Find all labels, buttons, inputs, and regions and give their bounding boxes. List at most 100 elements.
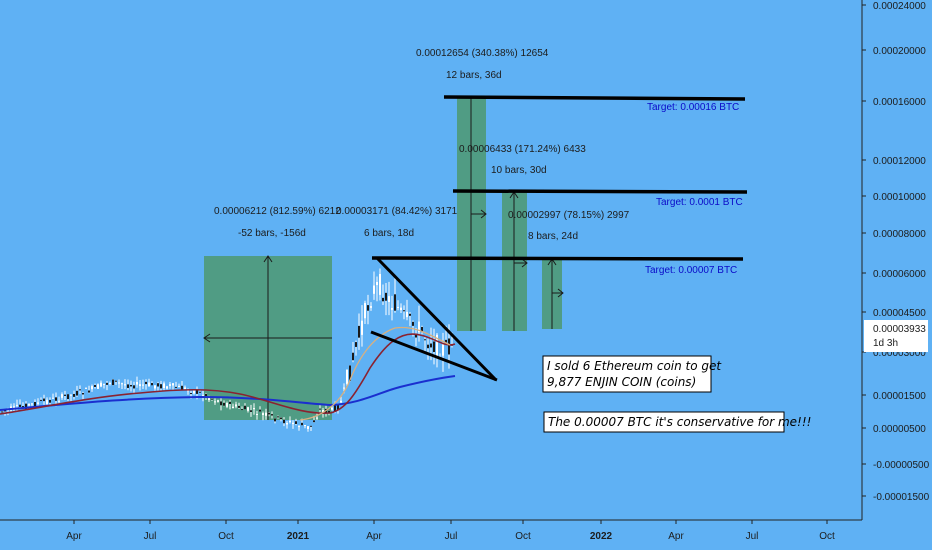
candle-body xyxy=(364,303,366,319)
candle-body xyxy=(406,311,408,318)
candle-body xyxy=(394,294,396,311)
measure-label-3-line1: 0.00012654 (340.38%) 12654 xyxy=(416,48,549,59)
measure-label-1-line1: 0.00006212 (812.59%) 6212 xyxy=(214,206,341,217)
candle-body xyxy=(445,339,447,343)
candle-body xyxy=(427,344,429,349)
target-line-3[interactable] xyxy=(371,256,744,261)
measure-label-2-line1: 0.00003171 (84.42%) 3171 xyxy=(336,206,458,217)
wedge-lower-line xyxy=(370,330,498,382)
target-label-2: Target: 0.0001 BTC xyxy=(656,197,743,208)
time-axis[interactable]: Apr Jul Oct 2021 Apr Jul Oct 2022 Apr Jul Oct xyxy=(66,520,835,542)
candle-body xyxy=(157,383,159,387)
candle-body xyxy=(286,422,288,425)
candle-body xyxy=(352,352,354,361)
candle-body xyxy=(151,383,153,386)
candle-body xyxy=(289,420,291,423)
note-box-2[interactable] xyxy=(543,411,785,433)
candle-body xyxy=(418,321,420,333)
note-1-line2: 9,877 ENJIN COIN (coins) xyxy=(547,375,696,389)
candle-body xyxy=(220,401,222,406)
candle-body xyxy=(127,384,129,388)
ema-maroon-line xyxy=(0,333,456,415)
candle-body xyxy=(16,404,18,406)
candle-body xyxy=(247,407,249,411)
candle-body xyxy=(301,422,303,426)
candle-body xyxy=(340,400,342,403)
note-box-1[interactable] xyxy=(542,355,712,393)
candle-body xyxy=(226,403,228,407)
measure-label-4-line2: 10 bars, 30d xyxy=(491,165,547,176)
candle-body xyxy=(319,408,321,410)
candle-body xyxy=(76,390,78,396)
target-line-1[interactable] xyxy=(443,95,746,101)
candle-body xyxy=(190,393,192,395)
candle-body xyxy=(1,411,3,413)
candle-body xyxy=(106,382,108,385)
current-price-tag: 0.00003933 1d 3h xyxy=(864,320,928,352)
note-1-line1: I sold 6 Ethereum coin to get xyxy=(547,359,722,373)
candle-body xyxy=(346,369,348,384)
candle-body xyxy=(58,400,60,402)
candle-body xyxy=(82,392,84,395)
candle-body xyxy=(382,297,384,302)
candle-body xyxy=(211,398,213,400)
y-tick-label: 0.00012000 xyxy=(873,156,926,167)
measure-label-5-line1: 0.00002997 (78.15%) 2997 xyxy=(508,210,630,221)
candle-body xyxy=(304,424,306,426)
target-line-2[interactable] xyxy=(452,189,748,194)
candle-body xyxy=(97,384,99,389)
candle-body xyxy=(172,383,174,386)
candle-body xyxy=(244,405,246,410)
candle-body xyxy=(349,365,351,381)
candle-body xyxy=(403,310,405,312)
candle-body xyxy=(316,417,318,419)
candle-body xyxy=(169,384,171,386)
candle-body xyxy=(397,306,399,308)
candle-body xyxy=(34,402,36,407)
candle-body xyxy=(256,414,258,416)
candle-body xyxy=(67,394,69,400)
candle-body xyxy=(385,292,387,301)
price-tag-box xyxy=(864,320,928,352)
candle-body xyxy=(199,391,201,393)
falling-wedge xyxy=(370,256,498,382)
candle-body xyxy=(154,385,156,389)
candle-body xyxy=(373,285,375,294)
candle-body xyxy=(130,384,132,387)
candle-body xyxy=(283,419,285,424)
y-tick-label: 0.00024000 xyxy=(873,1,926,12)
price-axis[interactable]: 0.00024000 0.00020000 0.00016000 0.00012000… xyxy=(862,1,930,503)
x-tick-label: Oct xyxy=(819,531,835,542)
y-tick-label: 0.00010000 xyxy=(873,192,926,203)
candle-body xyxy=(343,387,345,389)
candle-body xyxy=(88,390,90,393)
candle-body xyxy=(268,412,270,415)
candle-body xyxy=(277,416,279,418)
candle-body xyxy=(100,382,102,387)
target-label-3: Target: 0.00007 BTC xyxy=(645,265,737,276)
candle-body xyxy=(376,281,378,286)
candle-body xyxy=(103,383,105,385)
candle-body xyxy=(361,320,363,335)
candle-body xyxy=(241,409,243,411)
candle-body xyxy=(442,344,444,356)
x-tick-label: Oct xyxy=(218,531,234,542)
candle-body xyxy=(214,401,216,403)
candle-body xyxy=(115,380,117,382)
candle-body xyxy=(430,343,432,348)
candle-body xyxy=(175,386,177,388)
candle-body xyxy=(163,383,165,389)
candle-body xyxy=(370,306,372,308)
x-tick-label: Apr xyxy=(668,531,684,542)
candle-body xyxy=(145,381,147,385)
target-lines xyxy=(371,95,748,261)
candle-body xyxy=(43,398,45,402)
candle-body xyxy=(421,326,423,333)
candle-body xyxy=(25,403,27,410)
candle-body xyxy=(238,405,240,408)
candle-body xyxy=(436,334,438,357)
candle-body xyxy=(136,382,138,385)
candle-body xyxy=(328,410,330,413)
candle-body xyxy=(118,382,120,384)
